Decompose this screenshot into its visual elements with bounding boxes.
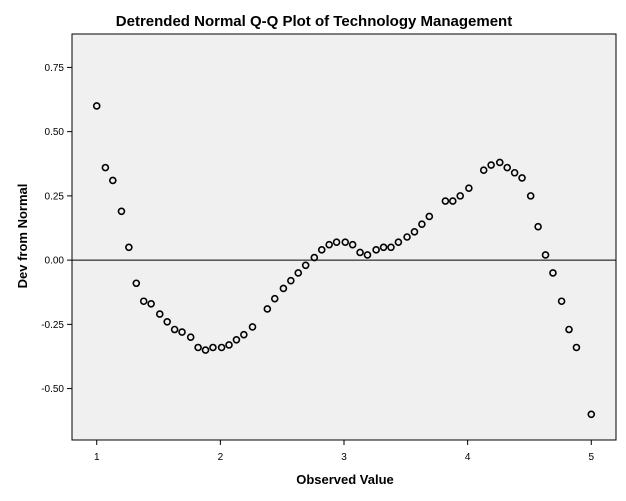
data-point [479, 166, 488, 174]
plot-area [71, 33, 617, 441]
x-tick-label: 3 [341, 452, 347, 463]
axis-ticks: 1 2 3 4 5 -0.50 -0.25 0.00 0.25 0.50 0.75 [41, 63, 594, 463]
data-point [549, 269, 557, 277]
data-point [248, 323, 257, 331]
x-tick-label: 4 [465, 452, 471, 463]
data-point [317, 246, 326, 254]
data-point [418, 220, 426, 228]
x-tick-label: 1 [94, 452, 100, 463]
data-point [125, 243, 133, 252]
data-point [194, 343, 202, 352]
x-axis-label: Observed Value [296, 472, 394, 487]
data-point [510, 168, 519, 177]
data-point [310, 253, 319, 262]
data-points [92, 102, 596, 419]
data-point [534, 222, 542, 231]
data-point [186, 333, 195, 342]
data-point [487, 161, 495, 169]
data-point [109, 176, 117, 185]
data-point [287, 276, 295, 285]
data-point [301, 261, 310, 270]
data-point [341, 238, 350, 246]
data-point [201, 346, 210, 354]
data-point [147, 300, 155, 308]
data-point [557, 297, 566, 306]
data-point [410, 228, 419, 236]
chart-title: Detrended Normal Q-Q Plot of Technology … [116, 13, 512, 30]
y-tick-label: 0.00 [45, 256, 65, 267]
data-point [101, 163, 110, 172]
x-tick-label: 5 [588, 452, 594, 463]
data-point [503, 163, 512, 172]
x-tick-label: 2 [218, 452, 224, 463]
data-point [372, 246, 380, 254]
data-point [363, 251, 372, 259]
data-point [209, 343, 217, 352]
data-point [465, 184, 473, 192]
data-point [170, 325, 179, 334]
y-tick-label: 0.50 [45, 127, 65, 138]
data-point [92, 102, 101, 110]
data-point [163, 317, 171, 326]
data-point [132, 279, 141, 288]
data-point [155, 310, 164, 318]
data-point [448, 197, 457, 205]
y-tick-label: -0.50 [41, 384, 64, 395]
data-point [441, 197, 450, 205]
data-point [379, 243, 388, 252]
data-point [332, 238, 341, 246]
data-point [217, 343, 226, 352]
y-tick-label: 0.25 [45, 191, 65, 202]
data-point [225, 341, 233, 349]
data-point [518, 174, 526, 182]
data-point [139, 297, 148, 306]
data-point [279, 284, 288, 293]
data-point [456, 192, 465, 200]
data-point [425, 212, 434, 221]
data-point [495, 158, 504, 167]
data-point [270, 294, 279, 303]
data-point [348, 240, 357, 249]
data-point [526, 192, 535, 200]
y-axis-label: Dev from Normal [15, 184, 30, 289]
data-point [232, 335, 241, 344]
data-point [263, 305, 272, 313]
y-tick-label: -0.25 [41, 320, 64, 331]
data-point [325, 240, 333, 249]
data-point [587, 410, 596, 419]
data-point [387, 243, 395, 252]
y-tick-label: 0.75 [45, 63, 65, 74]
data-point [294, 269, 303, 277]
data-point [403, 233, 411, 241]
data-point [240, 330, 248, 339]
data-point [117, 207, 126, 216]
data-point [356, 248, 364, 257]
data-point [565, 325, 573, 334]
data-point [572, 343, 581, 352]
data-point [541, 251, 550, 259]
data-point [394, 238, 403, 246]
data-point [178, 328, 186, 336]
